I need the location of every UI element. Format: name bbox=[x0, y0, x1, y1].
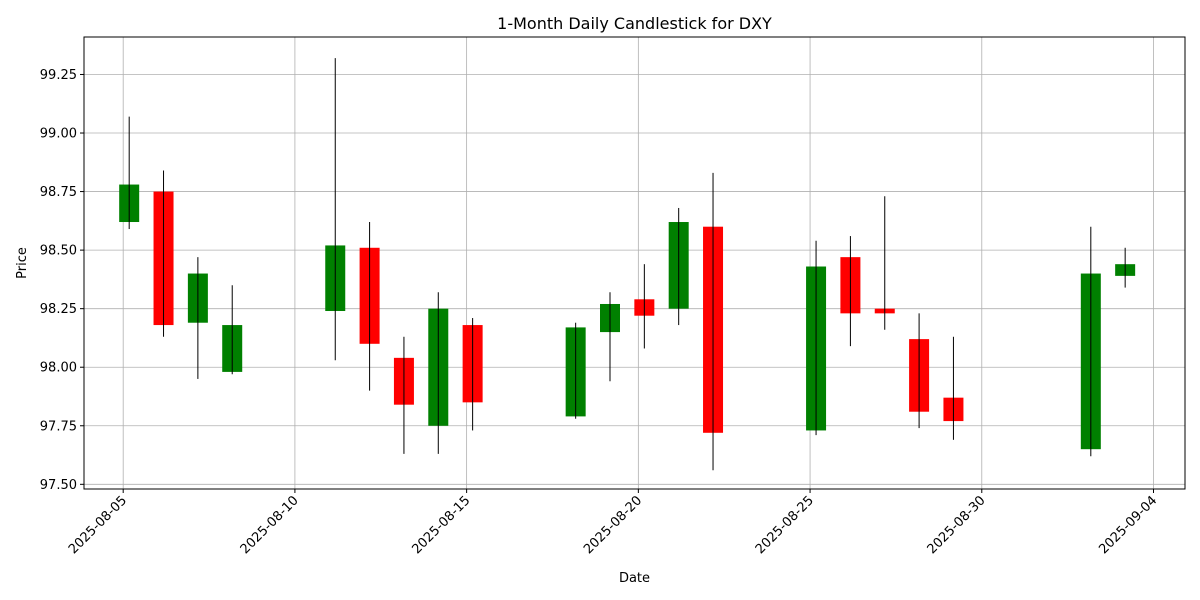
candle bbox=[806, 240, 827, 436]
y-axis-title: Price bbox=[15, 247, 30, 279]
candle bbox=[222, 285, 243, 375]
candle bbox=[600, 292, 620, 382]
candle bbox=[634, 264, 655, 349]
x-axis-title: Date bbox=[619, 571, 650, 586]
y-tick-label: 97.50 bbox=[40, 478, 77, 493]
y-tick-label: 97.75 bbox=[40, 419, 77, 434]
candle bbox=[119, 116, 140, 230]
candles bbox=[119, 58, 1136, 471]
candle bbox=[1080, 226, 1101, 457]
candle bbox=[153, 170, 174, 337]
y-tick-label: 98.50 bbox=[40, 244, 77, 259]
candle bbox=[393, 336, 414, 454]
candle bbox=[909, 313, 930, 429]
candle bbox=[943, 336, 964, 440]
candle bbox=[428, 292, 449, 454]
candle bbox=[703, 172, 724, 471]
y-tick-label: 99.00 bbox=[40, 127, 77, 142]
candle bbox=[840, 236, 861, 347]
candle bbox=[462, 318, 483, 431]
y-tick-label: 98.00 bbox=[40, 361, 77, 376]
candle bbox=[668, 207, 689, 326]
chart-title: 1-Month Daily Candlestick for DXY bbox=[497, 14, 772, 33]
grid bbox=[84, 37, 1185, 489]
y-tick-label: 99.25 bbox=[40, 68, 77, 83]
candle bbox=[359, 222, 380, 391]
candle bbox=[325, 58, 346, 361]
candle bbox=[565, 322, 586, 419]
plot-frame bbox=[83, 36, 1186, 490]
y-tick-label: 98.75 bbox=[40, 185, 77, 200]
candle bbox=[874, 196, 895, 330]
y-tick-label: 98.25 bbox=[40, 302, 77, 317]
candle bbox=[1115, 247, 1136, 288]
candle bbox=[187, 257, 208, 379]
y-axis: 97.50 97.75 98.00 98.25 98.50 98.75 99.00 99.25 bbox=[40, 68, 84, 493]
